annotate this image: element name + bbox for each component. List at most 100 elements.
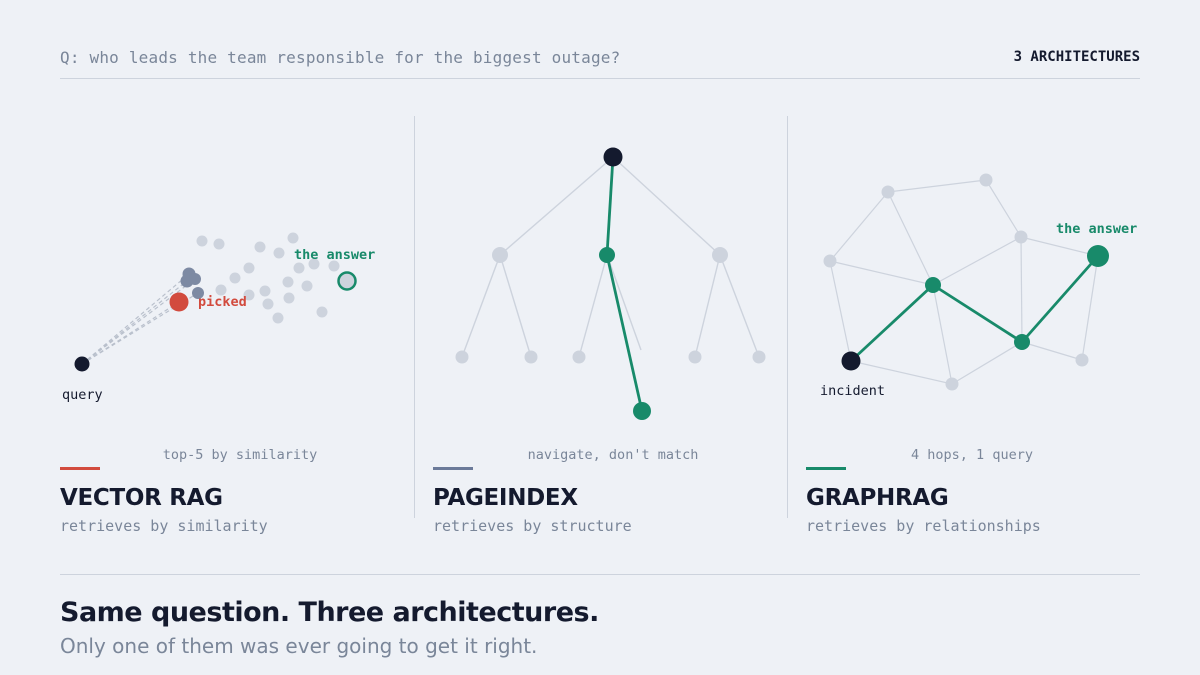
tree-edge: [499, 254, 532, 358]
hop-path: [850, 283, 934, 363]
graphrag-diagram: incident the answer: [820, 173, 1137, 399]
graph-edge: [829, 191, 889, 262]
embedding-point: [262, 298, 274, 310]
pageindex-title: PAGEINDEX: [433, 485, 578, 511]
embedding-point: [215, 284, 227, 296]
page-node: [524, 350, 538, 364]
section-node: [492, 247, 508, 263]
answer-node: [1087, 245, 1109, 267]
navigation-path: [605, 254, 644, 412]
query-point: [74, 356, 90, 372]
graph-edge: [1081, 255, 1099, 361]
architecture-count: 3 ARCHITECTURES: [1013, 49, 1140, 65]
pageindex-diagram: [455, 147, 766, 420]
embedding-point: [229, 272, 241, 284]
answer-point: [337, 271, 357, 291]
graphrag-title: GRAPHRAG: [806, 485, 949, 511]
page-node: [572, 350, 586, 364]
embedding-point: [308, 258, 320, 270]
graph-edge: [1020, 236, 1023, 343]
embedding-point: [328, 260, 340, 272]
graph-node: [1075, 353, 1089, 367]
tree-edge: [612, 156, 721, 256]
embedding-point: [254, 241, 266, 253]
answer-label: the answer: [1056, 221, 1137, 237]
panel-divider: [414, 116, 415, 518]
embedding-point: [283, 292, 295, 304]
pageindex-accent-bar: [433, 467, 473, 470]
tree-edge: [461, 254, 501, 358]
embedding-point: [282, 276, 294, 288]
embedding-point: [243, 289, 255, 301]
embedding-point: [273, 247, 285, 259]
tree-edge: [694, 254, 721, 358]
graph-node: [823, 254, 837, 268]
vector-title: VECTOR RAG: [60, 485, 223, 511]
embedding-point: [243, 262, 255, 274]
footer-headline: Same question. Three architectures.: [60, 597, 599, 628]
page-node: [455, 350, 469, 364]
answer-label: the answer: [294, 247, 375, 263]
hop-node: [1014, 334, 1030, 350]
embedding-point: [293, 262, 305, 274]
picked-label: picked: [198, 294, 247, 310]
top-divider: [60, 78, 1140, 79]
top-k-point: [192, 287, 204, 299]
embedding-point: [259, 285, 271, 297]
graph-node: [1014, 230, 1028, 244]
query-label: query: [62, 387, 103, 403]
bottom-divider: [60, 574, 1140, 575]
section-node: [712, 247, 728, 263]
embedding-point: [272, 312, 284, 324]
similarity-link: [81, 301, 180, 365]
graph-edge: [887, 191, 934, 286]
incident-label: incident: [820, 383, 885, 399]
page-node: [688, 350, 702, 364]
embedding-point: [213, 238, 225, 250]
incident-node: [841, 351, 861, 371]
navigation-path: [605, 156, 615, 256]
pageindex-caption: navigate, don't match: [527, 447, 699, 463]
graph-edge: [829, 260, 852, 362]
page-node: [752, 350, 766, 364]
similarity-link: [81, 273, 190, 365]
graph-edge: [985, 179, 1022, 238]
hop-path: [1020, 255, 1100, 343]
root-node: [603, 147, 623, 167]
graph-edge: [932, 284, 953, 385]
embedding-point: [316, 306, 328, 318]
graph-edge: [850, 360, 953, 385]
graphrag-caption: 4 hops, 1 query: [911, 447, 1033, 463]
embedding-point: [287, 232, 299, 244]
vector-accent-bar: [60, 467, 100, 470]
top-k-point: [189, 273, 201, 285]
graph-edge: [1021, 341, 1083, 361]
hop-node: [925, 277, 941, 293]
embedding-point: [301, 280, 313, 292]
graph-edge: [951, 341, 1023, 385]
pageindex-subtitle: retrieves by structure: [433, 517, 632, 535]
graph-node: [979, 173, 993, 187]
picked-point: [169, 292, 189, 312]
similarity-link: [81, 280, 188, 365]
graph-edge: [1020, 236, 1099, 257]
tree-edge: [606, 254, 642, 351]
vector-rag-diagram: query picked the answer: [62, 232, 375, 403]
hop-path: [932, 283, 1023, 344]
graph-edge: [932, 236, 1022, 286]
question-text: Q: who leads the team responsible for th…: [60, 48, 621, 67]
similarity-link: [81, 278, 196, 365]
graphrag-subtitle: retrieves by relationships: [806, 517, 1041, 535]
tree-edge: [578, 254, 608, 358]
graph-node: [881, 185, 895, 199]
vector-caption: top-5 by similarity: [162, 447, 318, 463]
vector-subtitle: retrieves by similarity: [60, 517, 268, 535]
panel-divider: [787, 116, 788, 518]
footer-subline: Only one of them was ever going to get i…: [60, 634, 538, 658]
graph-node: [945, 377, 959, 391]
chosen-page-node: [633, 402, 651, 420]
graphrag-accent-bar: [806, 467, 846, 470]
tree-edge: [719, 254, 760, 358]
graph-edge: [887, 179, 987, 193]
